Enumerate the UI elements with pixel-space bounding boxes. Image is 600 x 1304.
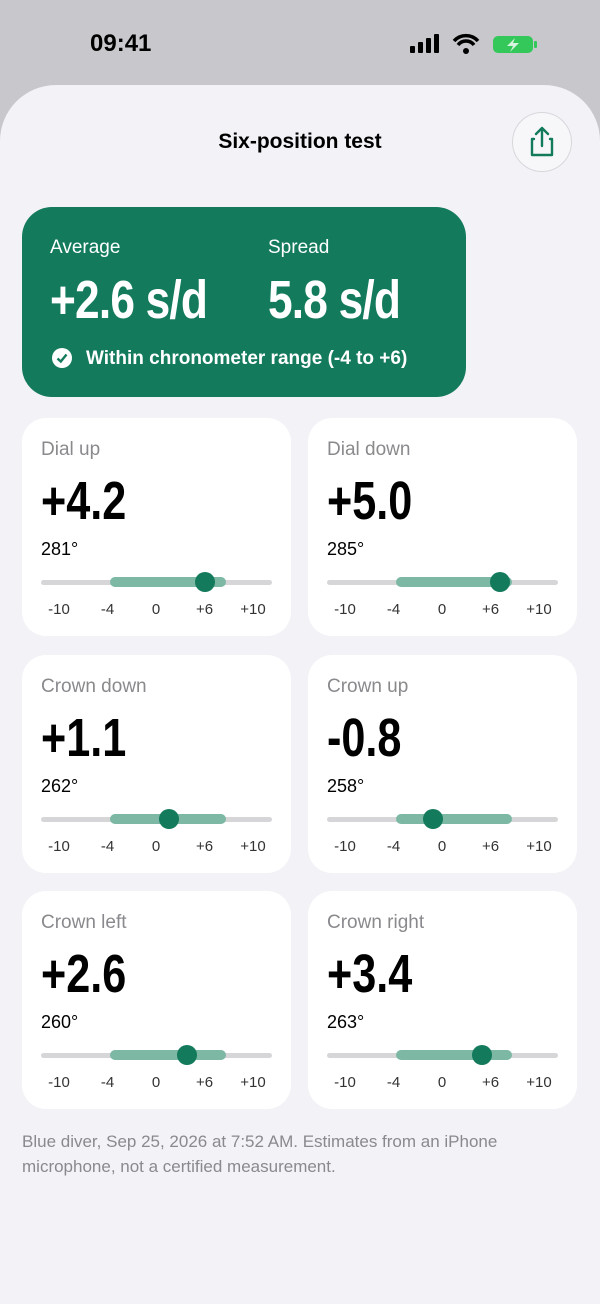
- summary-card: Average +2.6 s/d Spread 5.8 s/d Within c…: [22, 207, 466, 397]
- tick-label: +6: [195, 838, 214, 855]
- position-card: Crown up -0.8 258° -10 -4 0 +6 +10: [308, 655, 577, 873]
- tick-label: +6: [195, 1074, 214, 1091]
- tick-label: -4: [386, 601, 401, 618]
- chronometer-band: [110, 1050, 226, 1060]
- tick-label: -4: [386, 1074, 401, 1091]
- position-name: Crown down: [41, 676, 147, 697]
- tick-label: +6: [481, 601, 500, 618]
- tick-label: 0: [437, 838, 447, 855]
- tick-label: +6: [481, 838, 500, 855]
- tick-label: +10: [526, 601, 552, 618]
- position-name: Crown up: [327, 676, 409, 697]
- position-name: Crown right: [327, 912, 425, 933]
- position-card: Dial up +4.2 281° -10 -4 0 +6 +10: [22, 418, 291, 636]
- rate-marker: [176, 1045, 197, 1065]
- position-rate: +3.4: [327, 944, 413, 1004]
- position-rate: +1.1: [41, 708, 127, 768]
- chronometer-band: [396, 1050, 512, 1060]
- position-rate: -0.8: [327, 708, 402, 768]
- tick-label: -4: [100, 1074, 115, 1091]
- rate-marker: [423, 809, 444, 829]
- spread-label: Spread: [268, 237, 330, 258]
- position-rate: +2.6: [41, 944, 127, 1004]
- tick-label: -10: [48, 1074, 70, 1091]
- tick-label: 0: [437, 1074, 447, 1091]
- position-name: Dial down: [327, 439, 411, 460]
- footer-note: Blue diver, Sep 25, 2026 at 7:52 AM. Est…: [22, 1132, 498, 1176]
- chronometer-band: [110, 577, 226, 587]
- tick-label: -4: [100, 838, 115, 855]
- position-name: Crown left: [41, 912, 127, 933]
- spread-value: 5.8 s/d: [268, 270, 401, 330]
- tick-label: +10: [526, 838, 552, 855]
- chronometer-band: [396, 814, 512, 824]
- chronometer-band: [396, 577, 512, 587]
- tick-label: -10: [334, 601, 356, 618]
- tick-label: 0: [151, 838, 161, 855]
- tick-label: -4: [386, 838, 401, 855]
- range-note: Within chronometer range (-4 to +6): [86, 348, 408, 369]
- tick-label: 0: [437, 601, 447, 618]
- tick-label: +10: [240, 601, 266, 618]
- position-rate: +5.0: [327, 471, 413, 531]
- position-card: Crown left +2.6 260° -10 -4 0 +6 +10: [22, 891, 291, 1109]
- position-card: Crown down +1.1 262° -10 -4 0 +6 +10: [22, 655, 291, 873]
- position-amplitude: 260°: [41, 1012, 79, 1032]
- tick-label: +10: [240, 1074, 266, 1091]
- average-value: +2.6 s/d: [50, 270, 208, 330]
- tick-label: 0: [151, 1074, 161, 1091]
- position-rate: +4.2: [41, 471, 127, 531]
- position-card: Dial down +5.0 285° -10 -4 0 +6 +10: [308, 418, 577, 636]
- tick-label: +10: [526, 1074, 552, 1091]
- status-time: 09:41: [90, 30, 152, 57]
- rate-marker: [195, 572, 215, 592]
- tick-label: +10: [240, 838, 266, 855]
- rate-marker: [159, 809, 180, 829]
- tick-label: -10: [334, 1074, 356, 1091]
- check-icon: [52, 348, 72, 368]
- share-button[interactable]: [512, 112, 572, 172]
- tick-label: 0: [151, 601, 161, 618]
- tick-label: -10: [334, 838, 356, 855]
- tick-label: +6: [195, 601, 214, 618]
- position-card: Crown right +3.4 263° -10 -4 0 +6 +10: [308, 891, 577, 1109]
- share-icon: [530, 126, 554, 157]
- position-amplitude: 263°: [327, 1012, 365, 1032]
- page-title: Six-position test: [218, 130, 382, 153]
- position-name: Dial up: [41, 439, 101, 460]
- rate-marker: [490, 572, 511, 592]
- status-icons: [410, 33, 537, 54]
- tick-label: -10: [48, 601, 70, 618]
- position-amplitude: 258°: [327, 776, 365, 796]
- tick-label: -4: [100, 601, 115, 618]
- position-amplitude: 262°: [41, 776, 79, 796]
- position-amplitude: 281°: [41, 539, 79, 559]
- tick-label: -10: [48, 838, 70, 855]
- tick-label: +6: [481, 1074, 500, 1091]
- rate-marker: [471, 1045, 492, 1065]
- position-amplitude: 285°: [327, 539, 365, 559]
- average-label: Average: [50, 237, 121, 258]
